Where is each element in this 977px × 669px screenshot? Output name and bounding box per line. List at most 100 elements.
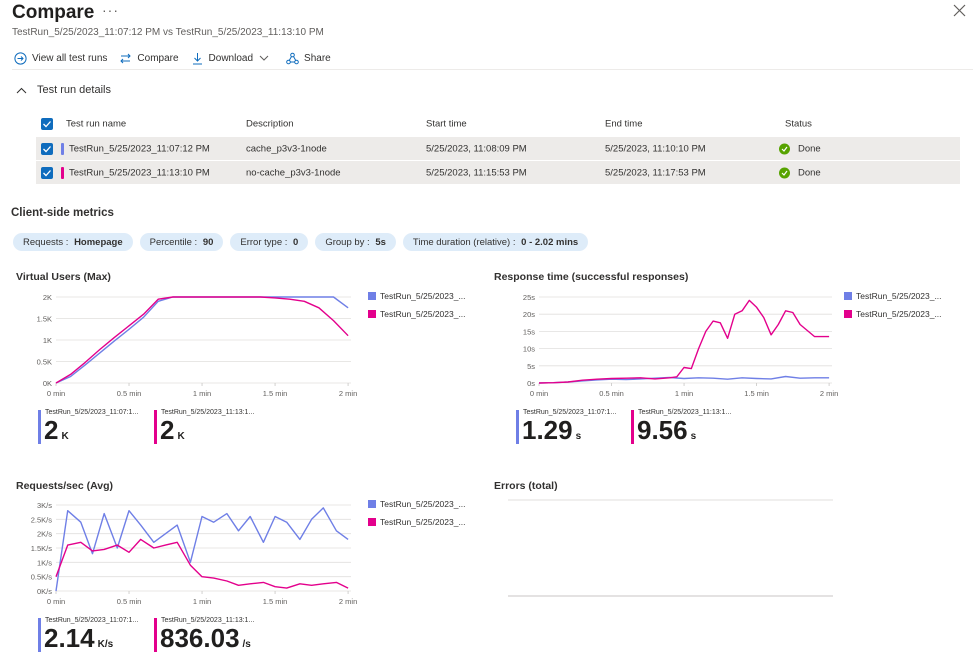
legend-label[interactable]: TestRun_5/25/2023_... — [856, 291, 942, 301]
y-tick-label: 5s — [527, 362, 535, 371]
filter-error-type[interactable]: Error type : 0 — [230, 233, 309, 251]
stat-label: TestRun_5/25/2023_11:13:1... — [638, 409, 732, 416]
col-header-description[interactable]: Description — [246, 118, 294, 130]
stat-unit: s — [575, 431, 582, 442]
arrow-circle-icon — [14, 51, 27, 65]
y-tick-label: 2K — [43, 293, 52, 302]
legend-label[interactable]: TestRun_5/25/2023_... — [380, 291, 466, 301]
download-icon — [192, 52, 202, 64]
y-tick-label: 1.5K — [37, 315, 52, 324]
x-tick-label: 1.5 min — [263, 597, 288, 606]
row-checkbox[interactable] — [41, 142, 53, 155]
test-run-end: 5/25/2023, 11:10:10 PM — [605, 143, 706, 154]
series-line-2[interactable] — [55, 538, 349, 589]
chart-title: Virtual Users (Max) — [16, 271, 111, 283]
table-row[interactable]: TestRun_5/25/2023_11:13:10 PM no-cache_p… — [36, 161, 960, 184]
col-header-end[interactable]: End time — [605, 118, 643, 130]
share-button[interactable]: Share — [286, 52, 331, 65]
stat-value: 836.03/s — [160, 623, 251, 654]
page-subtitle: TestRun_5/25/2023_11:07:12 PM vs TestRun… — [12, 27, 324, 38]
stat-value: 9.56 s — [637, 415, 696, 446]
legend-label[interactable]: TestRun_5/25/2023_... — [856, 309, 942, 319]
filter-value: 0 — [293, 236, 299, 248]
select-all-checkbox[interactable] — [41, 118, 53, 130]
stat-number: 1.29 — [522, 415, 573, 445]
filter-pills: Requests : Homepage Percentile : 90 Erro… — [13, 233, 589, 251]
view-all-test-runs-button[interactable]: View all test runs — [14, 51, 107, 65]
chart-requests-per-sec: Requests/sec (Avg) 0K/s 0.5K/s 1K/s 1.5K/s 2K… — [16, 480, 476, 669]
y-tick-label: 10s — [523, 345, 535, 354]
more-options-icon[interactable]: ··· — [102, 2, 119, 18]
x-tick-label: 0.5 min — [117, 389, 142, 398]
test-run-name: TestRun_5/25/2023_11:13:10 PM — [69, 167, 210, 178]
filter-key: Percentile — [149, 236, 192, 248]
legend-label[interactable]: TestRun_5/25/2023_... — [380, 309, 466, 319]
stat-unit: K/s — [97, 639, 114, 650]
test-run-name: TestRun_5/25/2023_11:07:12 PM — [69, 143, 210, 154]
filter-sep: : — [63, 236, 72, 248]
stat-label: TestRun_5/25/2023_11:13:1... — [161, 409, 255, 416]
x-tick-label: 0.5 min — [117, 597, 142, 606]
legend-swatch — [844, 310, 852, 318]
stat-color-bar — [516, 410, 519, 444]
legend-label[interactable]: TestRun_5/25/2023_... — [380, 517, 466, 527]
stat-label: TestRun_5/25/2023_11:07:1... — [523, 409, 617, 416]
success-icon — [779, 143, 790, 154]
test-run-status: Done — [798, 143, 821, 154]
stat-color-bar — [38, 410, 41, 444]
col-header-start[interactable]: Start time — [426, 118, 467, 130]
filter-value: 90 — [202, 236, 214, 248]
compare-arrows-icon — [120, 53, 132, 63]
chart-response-time: Response time (successful responses) 0s 5s… — [494, 271, 964, 456]
chart-virtual-users: Virtual Users (Max) 0K 0.5K 1K 1.5K 2K 0 min 0.… — [16, 271, 476, 456]
close-icon[interactable] — [953, 4, 966, 22]
compare-label: Compare — [137, 52, 179, 64]
y-tick-label: 2K/s — [37, 530, 52, 539]
stat-value: 2.14 K/s — [44, 623, 113, 654]
filter-value: 5s — [375, 236, 386, 248]
row-checkbox[interactable] — [41, 166, 53, 179]
stat-number: 9.56 — [637, 415, 688, 445]
stat-number: 2 — [160, 415, 175, 445]
legend-swatch — [368, 310, 376, 318]
legend-swatch — [368, 292, 376, 300]
compare-button[interactable]: Compare — [119, 52, 179, 65]
legend-swatch — [844, 292, 852, 300]
stat-number: 836.03 — [160, 623, 240, 653]
chart-title: Response time (successful responses) — [494, 271, 689, 283]
legend-swatch — [368, 500, 376, 508]
filter-time-duration[interactable]: Time duration (relative) : 0 - 2.02 mins — [402, 233, 589, 251]
filter-key: Error type — [240, 236, 283, 248]
y-tick-label: 1.5K/s — [31, 544, 53, 553]
y-tick-label: 1K/s — [37, 558, 52, 567]
y-tick-label: 1K — [43, 336, 52, 345]
filter-requests[interactable]: Requests : Homepage — [13, 233, 133, 251]
filter-percentile[interactable]: Percentile : 90 — [139, 233, 224, 251]
stat-color-bar — [631, 410, 634, 444]
test-run-details-toggle[interactable]: Test run details — [16, 84, 111, 96]
x-tick-label: 1.5 min — [744, 389, 769, 398]
stat-number: 2 — [44, 415, 59, 445]
page-title: Compare — [12, 2, 95, 23]
test-run-description: no-cache_p3v3-1node — [246, 167, 341, 178]
toolbar: View all test runs Compare Download Shar… — [14, 50, 343, 66]
y-tick-label: 25s — [523, 293, 535, 302]
chart-svg — [508, 499, 833, 597]
toolbar-divider — [12, 69, 973, 70]
y-tick-label: 2.5K/s — [31, 515, 53, 524]
y-tick-label: 20s — [523, 310, 535, 319]
legend-label[interactable]: TestRun_5/25/2023_... — [380, 499, 466, 509]
col-header-name[interactable]: Test run name — [66, 118, 127, 130]
series-line-1[interactable] — [55, 507, 349, 592]
download-button[interactable]: Download — [191, 52, 274, 65]
col-header-status[interactable]: Status — [785, 118, 812, 130]
filter-sep: : — [510, 236, 519, 248]
series-line-2[interactable] — [538, 299, 830, 384]
stat-color-bar — [154, 618, 157, 652]
y-tick-label: 0s — [527, 379, 535, 388]
x-tick-label: 1 min — [193, 597, 211, 606]
filter-group-by[interactable]: Group by : 5s — [315, 233, 396, 251]
series-line-2[interactable] — [55, 296, 349, 384]
table-row[interactable]: TestRun_5/25/2023_11:07:12 PM cache_p3v3… — [36, 137, 960, 160]
